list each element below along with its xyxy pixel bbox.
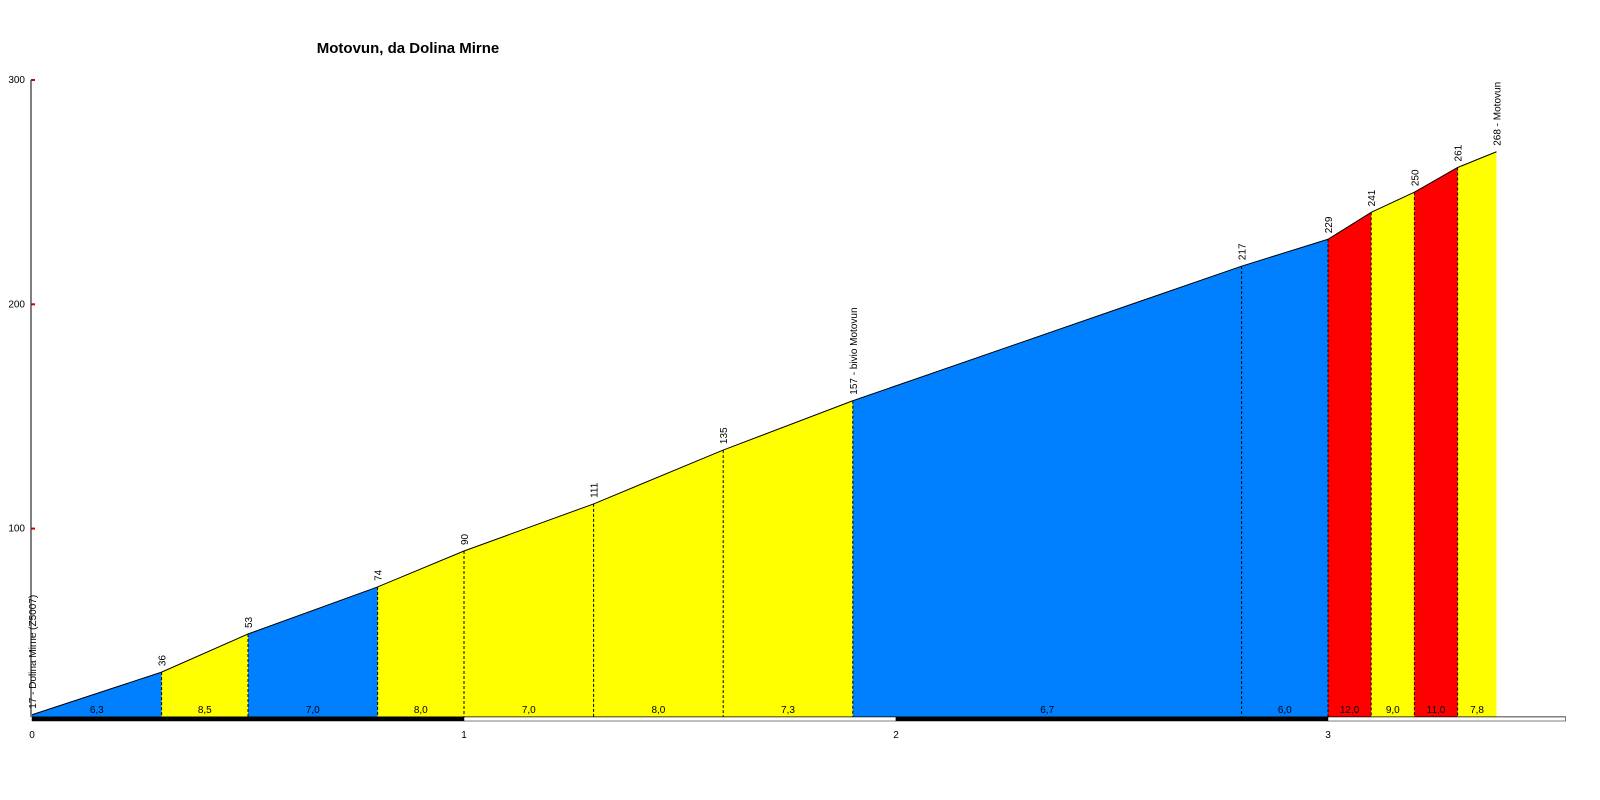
segment <box>32 672 162 717</box>
segment <box>1457 151 1497 717</box>
segment-gradient-label: 6,7 <box>1040 705 1054 716</box>
point-label: 229 <box>1324 216 1335 233</box>
segment <box>723 400 853 717</box>
km-bar <box>463 716 897 722</box>
point-label: 157 - bivio Motovun <box>849 307 860 394</box>
point-label: 90 <box>460 533 471 545</box>
y-tick-label: 300 <box>8 75 25 86</box>
segment-gradient-label: 7,0 <box>522 705 536 716</box>
segment <box>248 586 378 717</box>
km-bar <box>31 716 465 722</box>
point-label: 250 <box>1410 169 1421 186</box>
segment <box>1414 167 1458 718</box>
segment <box>1371 192 1415 717</box>
segment <box>464 503 594 717</box>
profile-line <box>31 151 1497 716</box>
point-label: 53 <box>244 616 255 628</box>
km-bar <box>895 716 1329 722</box>
segment-gradient-label: 7,3 <box>781 705 795 716</box>
point-label: 17 - Dolina Mirne (Z5007) <box>28 595 39 709</box>
segment-gradient-label: 7,0 <box>306 705 320 716</box>
y-tick-label: 200 <box>8 299 25 310</box>
point-label: 241 <box>1367 189 1378 206</box>
segment-gradient-label: 11,0 <box>1427 705 1446 716</box>
y-tick-label: 100 <box>8 524 25 535</box>
x-tick-label: 0 <box>29 730 35 741</box>
segment <box>161 634 248 717</box>
point-label: 111 <box>590 482 601 498</box>
point-label: 268 - Motovun <box>1492 82 1503 146</box>
segment-gradient-label: 8,0 <box>414 705 428 716</box>
segment-gradient-label: 7,8 <box>1470 705 1484 716</box>
km-bar <box>1327 716 1566 722</box>
x-tick-label: 2 <box>893 730 899 741</box>
x-tick-label: 3 <box>1325 730 1331 741</box>
segment <box>377 551 464 717</box>
segment-gradient-label: 12,0 <box>1340 705 1360 716</box>
point-label: 74 <box>374 569 385 581</box>
point-label: 36 <box>158 655 169 667</box>
segment <box>593 450 724 717</box>
segment-gradient-label: 8,0 <box>651 705 665 716</box>
point-label: 217 <box>1238 243 1249 260</box>
segment-gradient-label: 9,0 <box>1386 705 1400 716</box>
x-tick-label: 1 <box>461 730 467 741</box>
segment <box>1241 239 1328 717</box>
point-label: 135 <box>719 427 730 444</box>
point-label: 261 <box>1454 144 1465 161</box>
segment <box>1328 212 1372 717</box>
segment <box>852 266 1242 717</box>
segment-gradient-label: 8,5 <box>198 705 212 716</box>
chart-title: Motovun, da Dolina Mirne <box>317 40 500 57</box>
segment-gradient-label: 6,3 <box>90 705 104 716</box>
segment-gradient-label: 6,0 <box>1278 705 1292 716</box>
